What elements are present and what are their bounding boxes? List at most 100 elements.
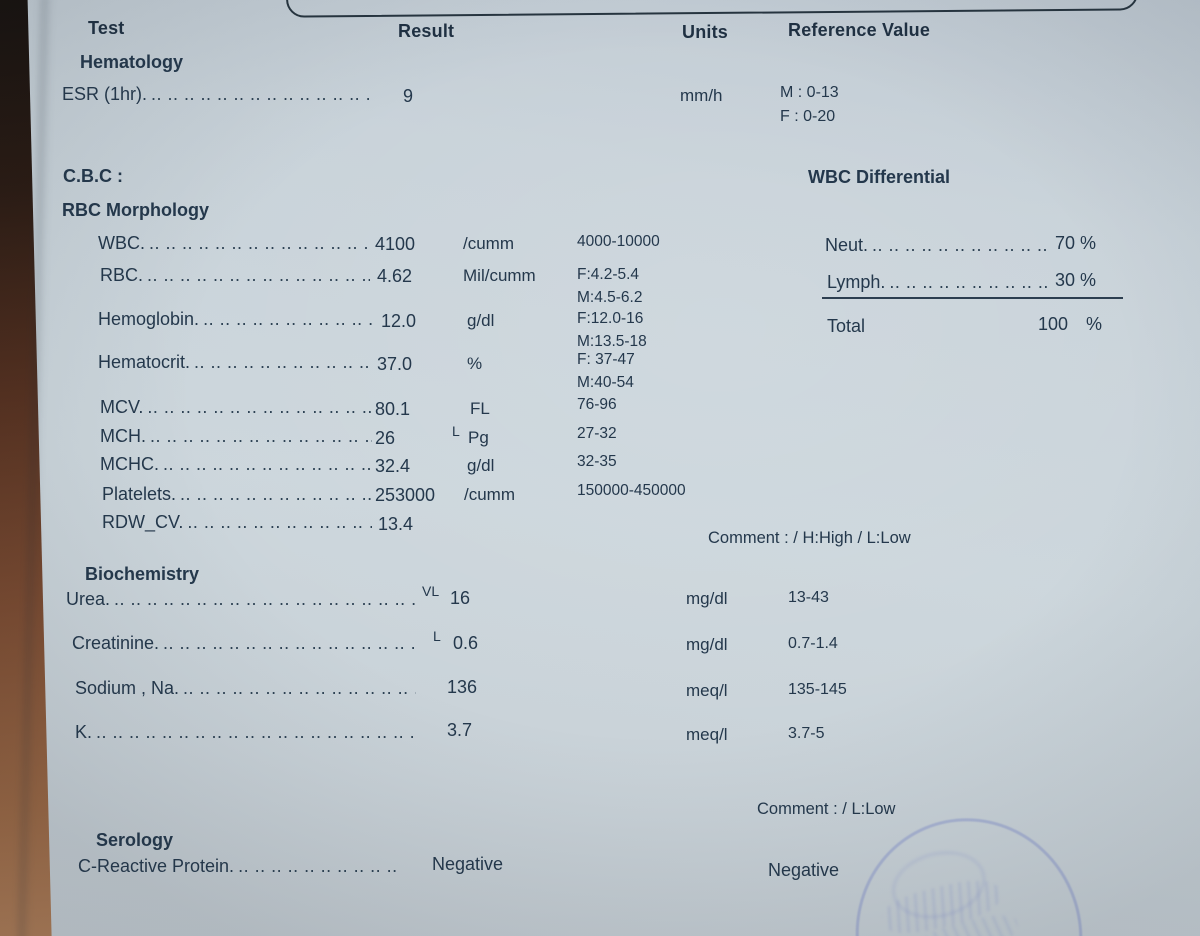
urea-reference: 13-43 xyxy=(788,589,829,606)
mchc-label: MCHC. xyxy=(100,454,159,474)
creatinine-units: mg/dl xyxy=(686,635,728,654)
urea-result: 16 xyxy=(450,588,471,608)
dot-leader: .. .. .. .. .. .. .. .. .. .. .. .. .. .… xyxy=(114,589,416,609)
hemoglobin-result: 12.0 xyxy=(381,311,417,331)
dot-leader: .. .. .. .. .. .. .. .. .. .. .. .. .. .… xyxy=(149,233,370,253)
creatinine-flag: L xyxy=(433,628,441,644)
potassium-reference: 3.7-5 xyxy=(788,725,825,742)
urea-label: Urea. xyxy=(66,589,111,609)
crp-result: Negative xyxy=(432,854,504,874)
mch-reference: 27-32 xyxy=(577,425,617,442)
dot-leader: .. .. .. .. .. .. .. .. .. .. .. .. .. .… xyxy=(180,484,372,504)
cbc-comment: Comment : / H:High / L:Low xyxy=(708,529,911,547)
dot-leader: .. .. .. .. .. .. .. .. .. .. .. .. .. .… xyxy=(187,512,372,532)
differential-total-divider xyxy=(822,297,1123,299)
section-title-biochemistry: Biochemistry xyxy=(85,564,200,584)
hemoglobin-units: g/dl xyxy=(467,311,495,330)
potassium-units: meq/l xyxy=(686,725,728,744)
esr-ref-male: M : 0-13 xyxy=(780,84,839,101)
col-header-result: Result xyxy=(398,21,455,41)
hemoglobin-reference-f: F:12.0-16 xyxy=(577,310,644,327)
esr-ref-female: F : 0-20 xyxy=(780,108,836,125)
mchc-reference: 32-35 xyxy=(577,453,617,470)
hematocrit-reference-m: M:40-54 xyxy=(577,374,634,391)
neut-label: Neut. xyxy=(825,235,869,255)
hemoglobin-reference-m: M:13.5-18 xyxy=(577,333,647,350)
wbc-row: WBC... .. .. .. .. .. .. .. .. .. .. .. … xyxy=(98,233,370,254)
dot-leader: .. .. .. .. .. .. .. .. .. .. .. .. .. .… xyxy=(147,397,372,417)
hemoglobin-row: Hemoglobin... .. .. .. .. .. .. .. .. ..… xyxy=(98,309,372,330)
dot-leader: .. .. .. .. .. .. .. .. .. .. .. .. .. .… xyxy=(203,309,372,329)
total-unit: % xyxy=(1086,314,1103,334)
dot-leader: .. .. .. .. .. .. .. .. .. .. .. .. .. .… xyxy=(150,426,372,446)
sodium-row: Sodium , Na... .. .. .. .. .. .. .. .. .… xyxy=(75,678,416,699)
rbc-label: RBC. xyxy=(100,265,144,285)
wbc-label: WBC. xyxy=(98,233,145,253)
creatinine-row: Creatinine... .. .. .. .. .. .. .. .. ..… xyxy=(72,633,416,654)
dot-leader: .. .. .. .. .. .. .. .. .. .. .. .. .. .… xyxy=(163,454,372,474)
dot-leader: .. .. .. .. .. .. .. .. .. .. .. .. .. .… xyxy=(147,265,370,285)
mchc-units: g/dl xyxy=(467,456,495,475)
wbc-differential-title: WBC Differential xyxy=(808,167,951,187)
hematocrit-label: Hematocrit. xyxy=(98,352,191,372)
dot-leader: .. .. .. .. .. .. .. .. .. .. .. .. .. .… xyxy=(163,633,416,653)
crp-reference: Negative xyxy=(768,860,840,880)
hematocrit-units: % xyxy=(467,354,483,373)
dot-leader: .. .. .. .. .. .. .. .. .. .. .. .. .. .… xyxy=(183,678,416,698)
sodium-reference: 135-145 xyxy=(788,681,847,698)
lymph-label: Lymph. xyxy=(827,272,886,292)
mcv-units: FL xyxy=(470,399,490,418)
potassium-result: 3.7 xyxy=(447,720,473,740)
hematocrit-result: 37.0 xyxy=(377,354,413,374)
section-title-hematology: Hematology xyxy=(80,52,184,72)
neut-value: 70 % xyxy=(1055,233,1097,253)
wbc-reference: 4000-10000 xyxy=(577,233,660,250)
mcv-label: MCV. xyxy=(100,397,144,417)
creatinine-reference: 0.7-1.4 xyxy=(788,635,838,652)
mcv-row: MCV... .. .. .. .. .. .. .. .. .. .. .. … xyxy=(100,397,372,418)
platelets-reference: 150000-450000 xyxy=(577,482,686,499)
wbc-result: 4100 xyxy=(375,234,416,254)
mch-units: Pg xyxy=(468,428,489,447)
col-header-units: Units xyxy=(682,22,728,42)
mch-row: MCH... .. .. .. .. .. .. .. .. .. .. .. … xyxy=(100,426,372,447)
section-title-cbc: C.B.C : xyxy=(63,166,123,186)
lymph-value: 30 % xyxy=(1055,270,1097,290)
rbc-reference-m: M:4.5-6.2 xyxy=(577,289,643,306)
section-title-serology: Serology xyxy=(96,830,174,850)
rbc-reference-f: F:4.2-5.4 xyxy=(577,266,640,283)
total-value: 100 xyxy=(1038,314,1069,334)
esr-row: ESR (1hr)... .. .. .. .. .. .. .. .. .. … xyxy=(62,84,372,105)
dot-leader: .. .. .. .. .. .. .. .. .. .. .. .. .. .… xyxy=(151,84,372,104)
rdw-row: RDW_CV... .. .. .. .. .. .. .. .. .. .. … xyxy=(102,512,372,533)
hemoglobin-label: Hemoglobin. xyxy=(98,309,200,329)
biochemistry-comment: Comment : / L:Low xyxy=(757,800,896,818)
rbc-result: 4.62 xyxy=(377,266,413,286)
lymph-row: Lymph... .. .. .. .. .. .. .. .. .. .. .… xyxy=(827,272,1050,293)
hematocrit-row: Hematocrit... .. .. .. .. .. .. .. .. ..… xyxy=(98,352,372,373)
esr-result: 9 xyxy=(403,86,414,106)
dot-leader: .. .. .. .. .. .. .. .. .. .. .. .. .. .… xyxy=(194,352,372,372)
creatinine-label: Creatinine. xyxy=(72,633,160,653)
rdw-result: 13.4 xyxy=(378,514,414,534)
mcv-result: 80.1 xyxy=(375,399,411,419)
sodium-result: 136 xyxy=(447,677,478,697)
neut-row: Neut... .. .. .. .. .. .. .. .. .. .. ..… xyxy=(825,235,1050,256)
wbc-units: /cumm xyxy=(463,234,514,253)
dot-leader: .. .. .. .. .. .. .. .. .. .. .. .. .. .… xyxy=(889,272,1050,292)
mch-low-flag: L xyxy=(452,423,460,439)
crp-label: C-Reactive Protein. xyxy=(78,856,235,876)
mchc-result: 32.4 xyxy=(375,456,411,476)
potassium-row: K... .. .. .. .. .. .. .. .. .. .. .. ..… xyxy=(75,722,416,743)
dot-leader: .. .. .. .. .. .. .. .. .. .. .. .. .. .… xyxy=(238,856,398,876)
section-subtitle-rbc-morphology: RBC Morphology xyxy=(62,200,209,220)
potassium-label: K. xyxy=(75,722,93,742)
platelets-result: 253000 xyxy=(375,485,436,505)
urea-row: Urea... .. .. .. .. .. .. .. .. .. .. ..… xyxy=(66,589,416,610)
dot-leader: .. .. .. .. .. .. .. .. .. .. .. .. .. .… xyxy=(96,722,416,742)
esr-units: mm/h xyxy=(680,86,723,105)
rbc-row: RBC... .. .. .. .. .. .. .. .. .. .. .. … xyxy=(100,265,370,286)
urea-units: mg/dl xyxy=(686,589,728,608)
mcv-reference: 76-96 xyxy=(577,396,617,413)
